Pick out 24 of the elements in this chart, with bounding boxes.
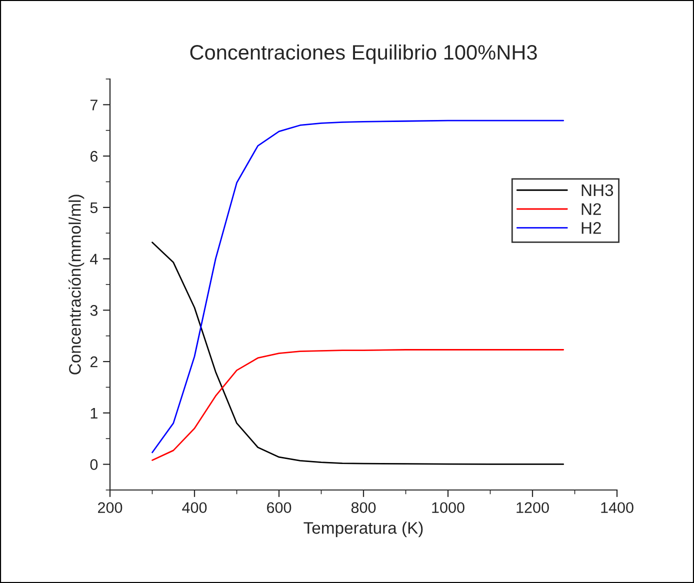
x-tick-label: 400 xyxy=(182,502,207,514)
x-tick-label: 1200 xyxy=(516,502,549,514)
y-tick-label: 7 xyxy=(90,100,98,110)
y-tick-label: 3 xyxy=(90,305,98,316)
line-series xyxy=(152,349,564,461)
x-tick-label: 800 xyxy=(351,502,376,514)
y-tick-label: 0 xyxy=(90,459,98,470)
x-tick-label: 200 xyxy=(98,502,122,514)
x-tick-label: 600 xyxy=(267,502,292,514)
x-tick-label: 1400 xyxy=(601,502,634,514)
legend-label: NH3 xyxy=(582,184,614,196)
line-series xyxy=(152,242,564,465)
y-tick-label: 1 xyxy=(90,408,98,418)
legend-label: H2 xyxy=(582,222,601,234)
x-axis-title: Temperatura (K) xyxy=(304,522,423,538)
legend-label: N2 xyxy=(582,203,601,215)
line-series xyxy=(152,120,564,454)
y-tick-label: 4 xyxy=(90,254,98,264)
y-tick-label: 2 xyxy=(90,356,98,368)
x-tick-label: 1000 xyxy=(432,502,464,514)
chart-title: Concentraciones Equilibrio 100%NH3 xyxy=(190,44,537,64)
y-tick-label: 6 xyxy=(90,150,98,162)
y-axis-title: Concentración(mmol/ml) xyxy=(68,194,84,374)
y-tick-label: 5 xyxy=(90,202,98,214)
